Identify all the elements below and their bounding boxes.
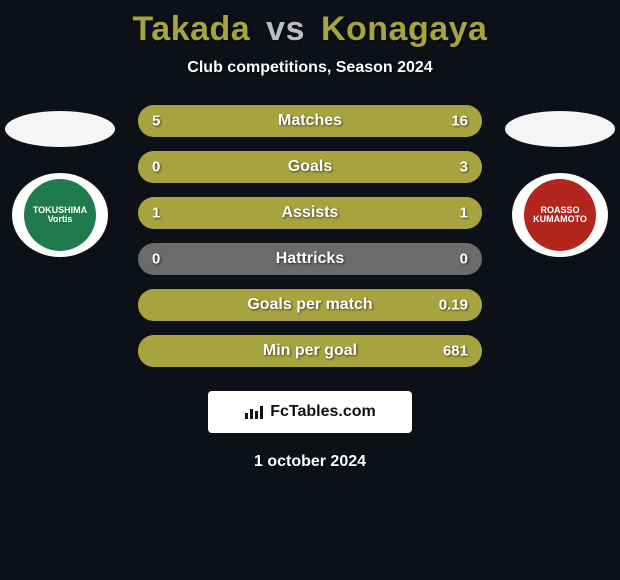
left-club-badge: TOKUSHIMA Vortis xyxy=(24,179,96,251)
chart-bars-icon xyxy=(244,404,266,420)
date-line: 1 october 2024 xyxy=(254,453,366,471)
vs-label: vs xyxy=(266,10,305,48)
left-club-circle: TOKUSHIMA Vortis xyxy=(12,173,108,257)
stats-center: 516Matches 03Goals 11Assists 00Hattricks 0.1… xyxy=(138,105,482,367)
subtitle: Club competitions, Season 2024 xyxy=(187,59,432,77)
right-club-badge: ROASSO KUMAMOTO xyxy=(524,179,596,251)
player2-name: Konagaya xyxy=(321,10,488,48)
stat-row: 0.19Goals per match xyxy=(138,289,482,321)
stat-label: Assists xyxy=(138,204,482,222)
right-club-circle: ROASSO KUMAMOTO xyxy=(512,173,608,257)
stats-area: TOKUSHIMA Vortis ROASSO KUMAMOTO 516Matc… xyxy=(0,105,620,367)
stat-label: Min per goal xyxy=(138,342,482,360)
stat-row: 03Goals xyxy=(138,151,482,183)
stat-row: 681Min per goal xyxy=(138,335,482,367)
stat-label: Hattricks xyxy=(138,250,482,268)
stat-label: Matches xyxy=(138,112,482,130)
stat-label: Goals xyxy=(138,158,482,176)
stat-row: 00Hattricks xyxy=(138,243,482,275)
stat-row: 516Matches xyxy=(138,105,482,137)
stat-row: 11Assists xyxy=(138,197,482,229)
right-flag xyxy=(505,111,615,147)
attribution-box: FcTables.com xyxy=(208,391,412,433)
stat-label: Goals per match xyxy=(138,296,482,314)
left-flag xyxy=(5,111,115,147)
left-side-column: TOKUSHIMA Vortis xyxy=(0,105,120,257)
player1-name: Takada xyxy=(133,10,251,48)
attribution-text: FcTables.com xyxy=(270,403,376,421)
page-title: Takada vs Konagaya xyxy=(133,10,488,49)
right-side-column: ROASSO KUMAMOTO xyxy=(500,105,620,257)
